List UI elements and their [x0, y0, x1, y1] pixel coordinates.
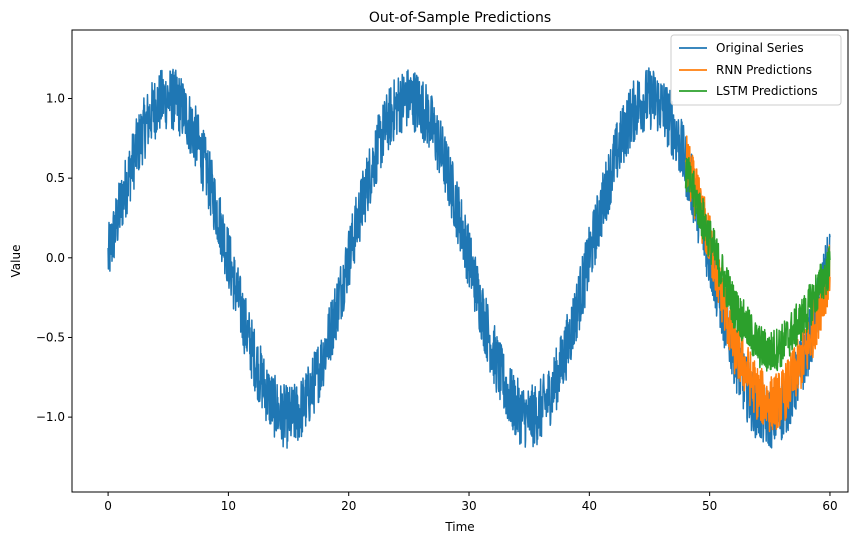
x-tick-label: 10	[221, 499, 236, 513]
x-tick-label: 40	[582, 499, 597, 513]
x-tick-label: 30	[461, 499, 476, 513]
x-tick-label: 20	[341, 499, 356, 513]
y-axis-label: Value	[9, 245, 23, 278]
y-tick-label: −0.5	[36, 330, 65, 344]
legend-label-lstm: LSTM Predictions	[716, 84, 818, 98]
x-axis-label: Time	[444, 520, 474, 534]
chart-title: Out-of-Sample Predictions	[369, 10, 551, 26]
plot-frame	[71, 29, 849, 493]
series-lstm	[684, 156, 831, 372]
y-tick-label: 1.0	[46, 92, 65, 106]
series-layer	[107, 67, 831, 449]
legend-box	[670, 34, 842, 106]
x-tick-label: 60	[822, 499, 837, 513]
x-tick-label: 0	[104, 499, 112, 513]
x-axis-ticks: 0 10 20 30 40 50 60	[104, 492, 838, 513]
legend-label-rnn: RNN Predictions	[716, 63, 812, 77]
series-rnn	[684, 135, 831, 433]
y-axis-ticks: −1.0 −0.5 0.0 0.5 1.0	[36, 92, 72, 424]
y-tick-label: 0.0	[46, 251, 65, 265]
legend: Original Series RNN Predictions LSTM Pre…	[670, 34, 842, 106]
x-tick-label: 50	[702, 499, 717, 513]
y-tick-label: −1.0	[36, 410, 65, 424]
y-tick-label: 0.5	[46, 171, 65, 185]
legend-label-original: Original Series	[716, 41, 804, 55]
